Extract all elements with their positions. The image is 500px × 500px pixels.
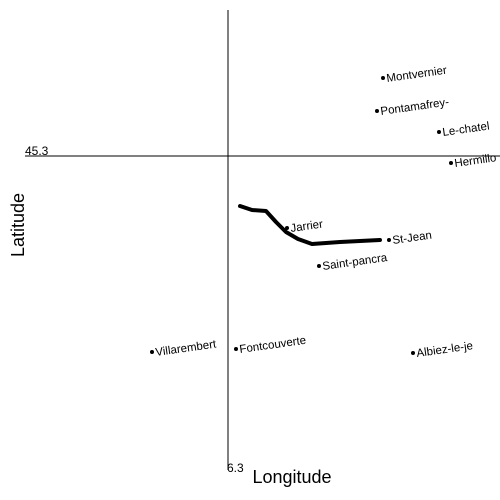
town-point — [317, 264, 321, 268]
town-point — [375, 109, 379, 113]
town-label: Hermillo — [454, 152, 497, 170]
town-label: St-Jean — [392, 230, 433, 247]
town-point — [411, 351, 415, 355]
town-label: Albiez-le-je — [416, 340, 474, 360]
route-line — [238, 204, 382, 246]
town-point — [381, 76, 385, 80]
town-label: Pontamafrey- — [380, 96, 450, 118]
y-axis-title: Latitude — [8, 193, 28, 257]
town-point — [437, 130, 441, 134]
town-label: Jarrier — [290, 219, 324, 235]
town-point — [285, 226, 289, 230]
town-label: Le-chatel — [442, 121, 491, 139]
town-point — [449, 161, 453, 165]
town-label: Montvernier — [386, 65, 448, 85]
x-axis-title: Longitude — [252, 467, 331, 487]
town-point — [234, 347, 238, 351]
y-tick-label: 45.3 — [25, 144, 49, 158]
x-tick-label: 6.3 — [227, 461, 244, 475]
town-point — [387, 238, 391, 242]
town-point — [150, 350, 154, 354]
town-label: Fontcouverte — [239, 335, 307, 356]
town-label: Villarembert — [155, 338, 218, 359]
town-label: Saint-pancra — [322, 252, 389, 273]
